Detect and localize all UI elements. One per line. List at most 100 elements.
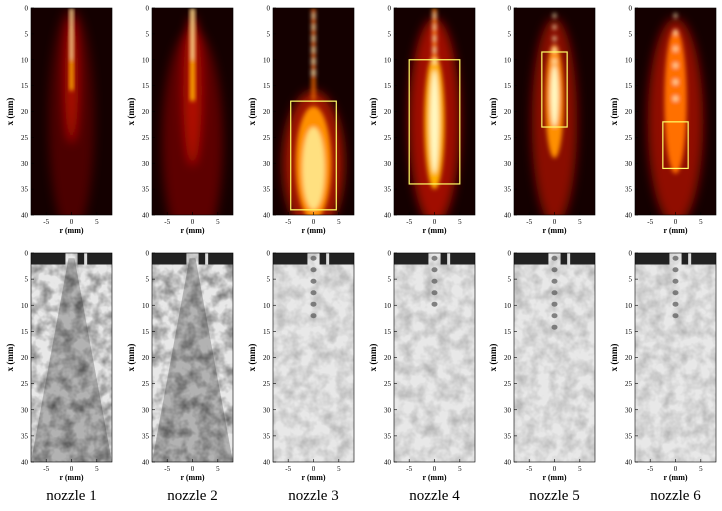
x-tick-label: 30 <box>625 406 633 414</box>
shadowgraph-image <box>394 253 475 462</box>
x-tick-label: 35 <box>384 432 392 440</box>
x-tick-label: 30 <box>504 160 512 168</box>
r-tick-label: 0 <box>312 218 316 226</box>
r-tick-label: 0 <box>312 465 316 473</box>
r-tick-label: 5 <box>578 465 582 473</box>
x-tick-label: 5 <box>508 276 512 284</box>
x-tick-label: 10 <box>21 56 29 64</box>
x-tick-label: 35 <box>142 432 150 440</box>
x-tick-label: 25 <box>21 380 29 388</box>
x-tick-label: 40 <box>384 459 392 467</box>
r-tick-label: 0 <box>191 465 195 473</box>
x-tick-label: 20 <box>504 108 512 116</box>
x-tick-label: 25 <box>504 380 512 388</box>
panel-caption: nozzle 2 <box>167 488 217 504</box>
x-tick-label: 35 <box>384 186 392 194</box>
x-axis-label: x (mm) <box>488 98 498 126</box>
x-tick-label: 30 <box>21 406 29 414</box>
x-tick-label: 10 <box>263 56 271 64</box>
x-tick-label: 20 <box>263 354 271 362</box>
panel-caption: nozzle 4 <box>409 488 460 504</box>
r-tick-label: -5 <box>526 465 532 473</box>
x-tick-label: 15 <box>263 328 271 336</box>
x-tick-label: 20 <box>625 108 633 116</box>
x-tick-label: 0 <box>25 5 29 13</box>
x-axis-label: x (mm) <box>609 344 619 372</box>
x-tick-label: 5 <box>267 276 271 284</box>
x-tick-label: 35 <box>504 432 512 440</box>
flame-image <box>514 8 595 215</box>
x-tick-label: 20 <box>384 354 392 362</box>
x-tick-label: 40 <box>504 459 512 467</box>
x-tick-label: 20 <box>142 108 150 116</box>
highlight-box <box>408 59 461 185</box>
x-tick-label: 10 <box>625 302 633 310</box>
r-tick-label: -5 <box>406 218 412 226</box>
r-axis-label: r (mm) <box>542 473 566 482</box>
panel-caption: nozzle 3 <box>288 488 338 504</box>
r-tick-label: 5 <box>578 218 582 226</box>
flame-image <box>273 8 354 215</box>
x-tick-label: 30 <box>625 160 633 168</box>
r-axis-label: r (mm) <box>422 473 446 482</box>
x-tick-label: 30 <box>263 160 271 168</box>
r-axis-label: r (mm) <box>663 473 687 482</box>
x-tick-label: 0 <box>146 5 150 13</box>
x-axis-label: x (mm) <box>5 344 15 372</box>
x-tick-label: 40 <box>263 459 271 467</box>
x-tick-label: 30 <box>384 406 392 414</box>
x-tick-label: 35 <box>504 186 512 194</box>
x-tick-label: 40 <box>504 212 512 220</box>
flame-image <box>31 8 112 215</box>
r-tick-label: -5 <box>285 465 291 473</box>
r-axis-label: r (mm) <box>542 226 566 235</box>
nozzle-housing-left <box>31 253 66 265</box>
x-tick-label: 20 <box>625 354 633 362</box>
nozzle-housing-left <box>394 253 429 265</box>
x-tick-label: 5 <box>508 30 512 38</box>
x-tick-label: 0 <box>508 250 512 258</box>
x-tick-label: 10 <box>21 302 29 310</box>
flame-image <box>635 8 716 215</box>
nozzle-housing-left <box>635 253 670 265</box>
x-tick-label: 20 <box>263 108 271 116</box>
flame-image <box>394 8 475 215</box>
x-tick-label: 30 <box>142 406 150 414</box>
r-tick-label: 5 <box>458 218 462 226</box>
x-tick-label: 25 <box>384 380 392 388</box>
r-tick-label: 5 <box>337 218 341 226</box>
shadowgraph-image <box>152 253 233 462</box>
panel-caption: nozzle 1 <box>46 488 96 504</box>
r-axis-label: r (mm) <box>422 226 446 235</box>
x-tick-label: 30 <box>504 406 512 414</box>
r-tick-label: -5 <box>647 218 653 226</box>
x-tick-label: 15 <box>263 82 271 90</box>
shadowgraph-image <box>635 253 716 462</box>
x-tick-label: 35 <box>21 186 29 194</box>
x-tick-label: 40 <box>21 212 29 220</box>
x-tick-label: 20 <box>504 354 512 362</box>
x-tick-label: 25 <box>142 134 150 142</box>
shadowgraph-image <box>514 253 595 462</box>
r-tick-label: 5 <box>458 465 462 473</box>
x-tick-label: 35 <box>263 186 271 194</box>
x-tick-label: 30 <box>384 160 392 168</box>
x-tick-label: 25 <box>625 380 633 388</box>
highlight-box <box>290 100 337 211</box>
x-axis-label: x (mm) <box>609 98 619 126</box>
x-tick-label: 10 <box>263 302 271 310</box>
x-axis-label: x (mm) <box>368 344 378 372</box>
x-tick-label: 25 <box>504 134 512 142</box>
r-tick-label: 5 <box>95 218 99 226</box>
r-tick-label: 0 <box>191 218 195 226</box>
x-tick-label: 35 <box>21 432 29 440</box>
r-tick-label: 5 <box>699 465 703 473</box>
nozzle-housing-right <box>681 253 716 265</box>
x-tick-label: 5 <box>25 30 29 38</box>
r-tick-label: 0 <box>553 465 557 473</box>
x-tick-label: 10 <box>384 302 392 310</box>
x-axis-label: x (mm) <box>247 98 257 126</box>
r-axis-label: r (mm) <box>663 226 687 235</box>
r-tick-label: -5 <box>43 465 49 473</box>
